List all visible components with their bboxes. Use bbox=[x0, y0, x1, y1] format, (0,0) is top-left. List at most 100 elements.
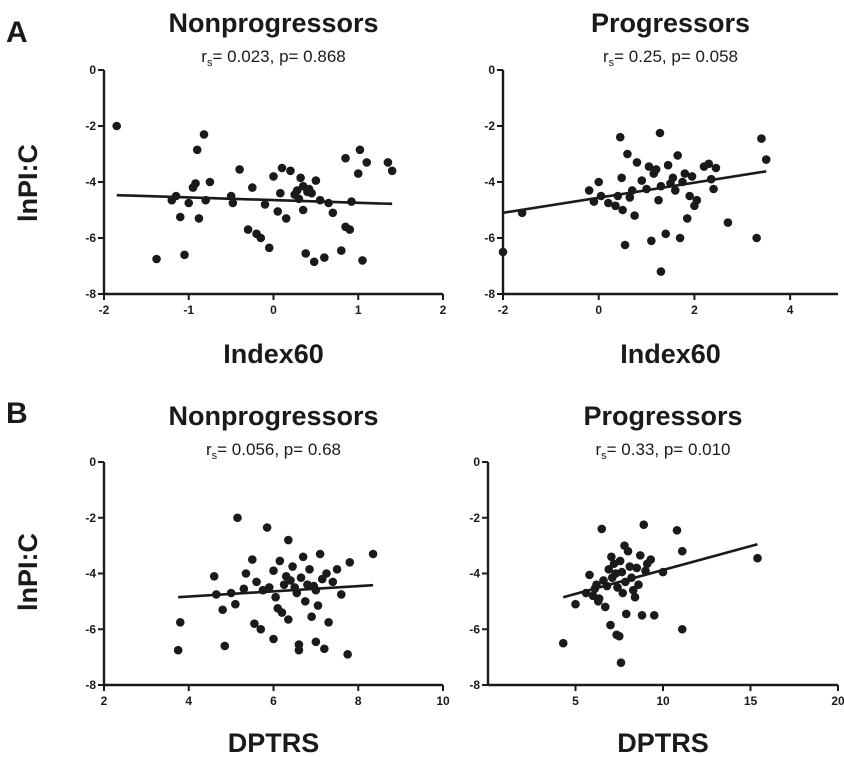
x-tick-label: 2 bbox=[440, 303, 447, 317]
data-point bbox=[655, 128, 665, 138]
chart-title: Nonprogressors bbox=[168, 401, 378, 431]
regression-line bbox=[116, 193, 393, 206]
stat-subscript: s bbox=[601, 450, 607, 462]
data-point bbox=[704, 159, 714, 169]
data-point bbox=[647, 236, 656, 246]
stat-symbol: r bbox=[595, 440, 601, 459]
data-point bbox=[383, 158, 393, 167]
data-point bbox=[292, 186, 302, 195]
data-point bbox=[275, 188, 285, 198]
data-point bbox=[311, 585, 321, 595]
data-point bbox=[625, 562, 635, 571]
data-point bbox=[324, 198, 333, 208]
data-point bbox=[226, 588, 236, 598]
data-point bbox=[628, 585, 638, 595]
data-point bbox=[589, 197, 599, 206]
data-point bbox=[313, 601, 323, 610]
data-point bbox=[592, 580, 601, 589]
data-point bbox=[262, 523, 272, 532]
data-point bbox=[277, 608, 287, 617]
y-tick-label: -8 bbox=[484, 287, 495, 301]
data-point bbox=[761, 155, 771, 164]
data-point bbox=[300, 597, 310, 606]
data-point bbox=[711, 163, 721, 173]
data-point bbox=[343, 650, 352, 659]
data-point bbox=[218, 605, 227, 615]
data-point bbox=[269, 634, 278, 644]
stat-annotation: rs= 0.023, p= 0.868 bbox=[201, 47, 345, 69]
data-point bbox=[311, 637, 321, 647]
data-point bbox=[248, 555, 257, 564]
y-tick-label: -2 bbox=[484, 119, 495, 133]
data-point bbox=[231, 599, 240, 609]
data-point bbox=[634, 580, 643, 589]
data-point bbox=[677, 546, 687, 556]
data-point bbox=[294, 194, 304, 204]
data-point bbox=[752, 233, 761, 243]
data-point bbox=[646, 555, 656, 564]
stat-subscript: s bbox=[212, 450, 218, 462]
data-point bbox=[615, 132, 625, 142]
data-point bbox=[600, 602, 610, 612]
data-point bbox=[298, 205, 308, 215]
data-point bbox=[642, 184, 651, 194]
data-point bbox=[324, 617, 333, 627]
data-point bbox=[606, 620, 615, 630]
data-point bbox=[288, 562, 297, 571]
data-point bbox=[651, 165, 661, 174]
data-point bbox=[180, 250, 189, 260]
y-tick-label: -4 bbox=[469, 567, 480, 581]
x-tick-label: 15 bbox=[744, 694, 758, 708]
data-point bbox=[618, 588, 628, 598]
data-point bbox=[672, 525, 682, 535]
data-point bbox=[623, 149, 632, 159]
data-point bbox=[309, 257, 319, 267]
stat-annotation: rs= 0.056, p= 0.68 bbox=[206, 440, 341, 462]
data-point bbox=[294, 645, 304, 655]
data-point bbox=[709, 184, 718, 194]
x-axis-label: Index60 bbox=[223, 339, 324, 369]
data-point bbox=[296, 173, 305, 183]
data-point bbox=[625, 193, 635, 202]
data-point bbox=[603, 198, 613, 208]
data-point bbox=[284, 615, 293, 624]
y-tick-label: -2 bbox=[469, 511, 480, 525]
data-point bbox=[641, 566, 650, 576]
data-point bbox=[685, 191, 694, 201]
stat-values: = 0.25, p= 0.058 bbox=[614, 47, 738, 66]
data-point bbox=[260, 200, 270, 209]
data-point bbox=[273, 207, 283, 216]
panel-letter-a: A bbox=[6, 16, 28, 49]
data-point bbox=[281, 214, 291, 223]
data-point bbox=[635, 551, 645, 560]
data-point bbox=[617, 567, 627, 577]
scatter-panel-1: Nonprogressors rs= 0.023, p= 0.868 0 -2 -4 -6… bbox=[85, 8, 446, 369]
y-tick-label: -6 bbox=[85, 231, 96, 245]
data-point bbox=[328, 577, 338, 587]
data-point bbox=[298, 552, 308, 562]
data-point bbox=[228, 198, 238, 208]
data-point bbox=[596, 191, 606, 201]
data-point bbox=[256, 233, 266, 243]
y-axis-label-a: lnPI:C bbox=[13, 144, 43, 222]
plots: Nonprogressors rs= 0.023, p= 0.868 0 -2 -4 -6… bbox=[85, 8, 844, 757]
data-point bbox=[558, 638, 568, 648]
stat-subscript: s bbox=[207, 57, 213, 69]
data-point bbox=[571, 599, 580, 609]
x-tick-label: 0 bbox=[595, 303, 602, 317]
data-point bbox=[614, 631, 624, 641]
data-point bbox=[201, 195, 210, 205]
data-point bbox=[241, 569, 251, 578]
data-point bbox=[205, 177, 215, 187]
data-point bbox=[597, 524, 607, 534]
x-tick-label: 1 bbox=[355, 303, 362, 317]
data-point bbox=[173, 645, 183, 655]
data-point bbox=[627, 186, 637, 195]
data-point bbox=[594, 594, 604, 603]
data-point bbox=[353, 169, 363, 178]
data-point bbox=[623, 546, 633, 556]
y-tick-label: -2 bbox=[85, 511, 96, 525]
data-point bbox=[620, 240, 630, 250]
scatter-panel-4: Progressors rs= 0.33, p= 0.010 0 -2 -4 -6 -8 5 1… bbox=[469, 401, 844, 757]
data-point bbox=[621, 609, 631, 619]
